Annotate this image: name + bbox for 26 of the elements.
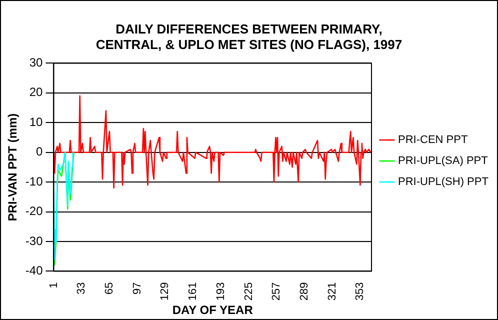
x-tick-label: 257	[270, 282, 283, 301]
x-axis-title: DAY OF YEAR	[172, 303, 254, 318]
x-tick-label: 321	[326, 282, 338, 301]
y-tick-label: 0	[36, 144, 44, 159]
x-tick-label: 289	[298, 282, 310, 301]
y-tick-label: -30	[25, 234, 44, 248]
y-tick-label: -10	[25, 174, 44, 188]
x-tick-label: 193	[214, 282, 227, 301]
chart-title: DAILY DIFFERENCES BETWEEN PRIMARY, CENTRAL, & UPLO MET SITES (NO FLAGS), 1997	[96, 21, 402, 52]
x-tick-label: 353	[354, 282, 366, 301]
x-tick-label: 33	[76, 282, 88, 294]
legend-label: PRI-UPL(SA) PPT	[398, 155, 488, 168]
x-tick-label: 97	[131, 282, 144, 294]
x-tick-label: 161	[187, 282, 200, 301]
y-tick-label: -20	[25, 204, 44, 218]
x-tick-label: 1	[48, 282, 60, 288]
x-tick-label: 65	[103, 282, 116, 294]
legend-label: PRI-CEN PPT	[398, 134, 468, 146]
y-axis-title: PRI-VAN PPT (mm)	[6, 113, 20, 222]
y-tick-label: 30	[29, 56, 44, 70]
y-tick-label: 10	[29, 114, 44, 129]
x-tick-label: 225	[242, 282, 255, 301]
legend-label: PRI-UPL(SH) PPT	[398, 176, 489, 188]
x-tick-label: 129	[159, 282, 172, 301]
y-tick-label: 20	[29, 85, 44, 100]
y-tick-label: -40	[25, 264, 44, 278]
